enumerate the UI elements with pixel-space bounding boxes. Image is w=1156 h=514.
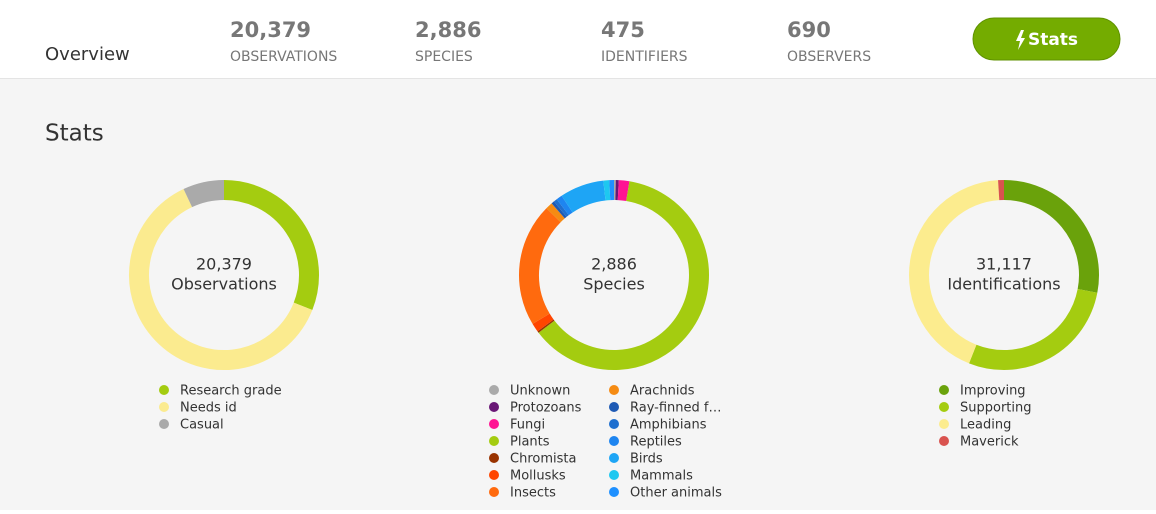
legend-label: Mollusks bbox=[510, 469, 566, 484]
legend-swatch bbox=[489, 419, 499, 429]
stat-value: 690 bbox=[787, 18, 831, 42]
center-label: Observations bbox=[171, 275, 277, 294]
legend-label: Chromista bbox=[510, 452, 576, 467]
overview-tab[interactable]: Overview bbox=[45, 44, 130, 65]
legend-label: Arachnids bbox=[630, 384, 695, 399]
donut-segment bbox=[188, 190, 224, 198]
legend-swatch bbox=[609, 402, 619, 412]
legend-swatch bbox=[609, 385, 619, 395]
center-label: Species bbox=[583, 275, 645, 294]
donut-segment bbox=[618, 190, 628, 191]
donut-segment bbox=[563, 204, 567, 207]
legend-swatch bbox=[489, 487, 499, 497]
legend-swatch bbox=[609, 419, 619, 429]
legend-swatch bbox=[159, 402, 169, 412]
legend-swatch bbox=[489, 402, 499, 412]
legend-label: Casual bbox=[180, 418, 224, 433]
legend-swatch bbox=[939, 436, 949, 446]
legend-swatch bbox=[489, 436, 499, 446]
legend-label: Insects bbox=[510, 486, 556, 501]
legend-label: Other animals bbox=[630, 486, 722, 501]
legend-label: Protozoans bbox=[510, 401, 582, 416]
donut-segment bbox=[560, 207, 563, 209]
legend-swatch bbox=[939, 419, 949, 429]
stat-value: 2,886 bbox=[415, 18, 481, 42]
center-value: 31,117 bbox=[976, 255, 1032, 274]
stat-label: IDENTIFIERS bbox=[601, 49, 688, 65]
stat-value: 475 bbox=[601, 18, 645, 42]
legend-swatch bbox=[939, 402, 949, 412]
legend-label: Reptiles bbox=[630, 435, 682, 450]
legend-label: Leading bbox=[960, 418, 1011, 433]
stat-label: OBSERVERS bbox=[787, 49, 871, 65]
legend-swatch bbox=[609, 453, 619, 463]
legend-label: Research grade bbox=[180, 384, 282, 399]
legend-label: Unknown bbox=[510, 384, 570, 399]
legend-label: Fungi bbox=[510, 418, 545, 433]
donut-segment bbox=[541, 319, 545, 326]
legend-swatch bbox=[159, 385, 169, 395]
legend-label: Improving bbox=[960, 384, 1026, 399]
section-title: Stats bbox=[45, 121, 104, 147]
legend-label: Amphibians bbox=[630, 418, 707, 433]
stat-label: SPECIES bbox=[415, 49, 473, 65]
legend-swatch bbox=[489, 385, 499, 395]
button-label[interactable]: Stats bbox=[1028, 30, 1078, 50]
legend-swatch bbox=[489, 470, 499, 480]
donut-segment bbox=[546, 325, 547, 326]
legend-swatch bbox=[609, 436, 619, 446]
legend-swatch bbox=[609, 470, 619, 480]
legend-label: Ray-finned f… bbox=[630, 401, 722, 416]
legend-swatch bbox=[159, 419, 169, 429]
legend-swatch bbox=[939, 385, 949, 395]
stats-button[interactable]: Stats bbox=[973, 18, 1120, 60]
legend-swatch bbox=[489, 453, 499, 463]
center-value: 2,886 bbox=[591, 255, 637, 274]
donut-segment bbox=[554, 211, 559, 215]
legend-swatch bbox=[609, 487, 619, 497]
stat-value: 20,379 bbox=[230, 18, 311, 42]
legend-label: Birds bbox=[630, 452, 663, 467]
stat-label: OBSERVATIONS bbox=[230, 49, 337, 65]
donut-segment bbox=[558, 209, 560, 211]
legend-label: Plants bbox=[510, 435, 550, 450]
center-value: 20,379 bbox=[196, 255, 252, 274]
legend-label: Maverick bbox=[960, 435, 1019, 450]
legend-label: Mammals bbox=[630, 469, 693, 484]
center-label: Identifications bbox=[947, 275, 1060, 294]
legend-label: Needs id bbox=[180, 401, 237, 416]
legend-label: Supporting bbox=[960, 401, 1032, 416]
